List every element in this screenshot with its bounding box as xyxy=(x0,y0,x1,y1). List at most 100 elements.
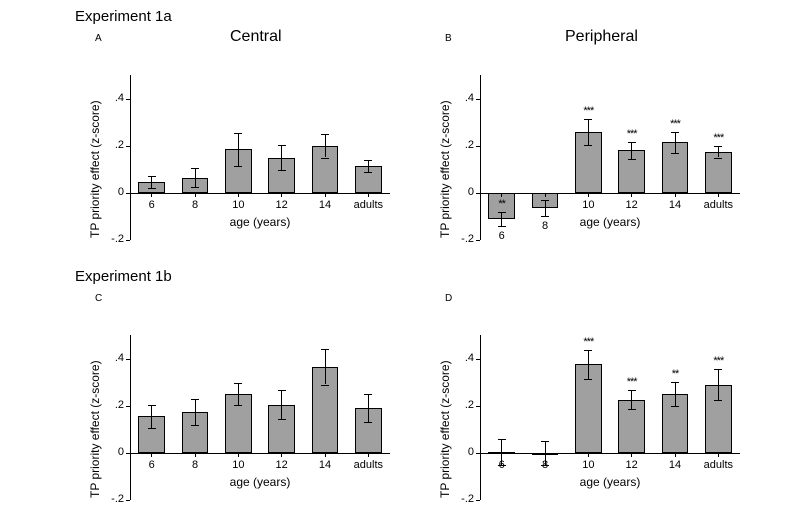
xtick-mark xyxy=(281,453,282,457)
panel-b: -.20.2.4TP priority effect (z-score)6**8… xyxy=(480,75,740,240)
x-axis xyxy=(130,193,390,194)
xtick-label: adults xyxy=(704,199,733,211)
error-cap xyxy=(714,158,722,159)
ytick-mark xyxy=(126,240,130,241)
error-cap xyxy=(714,146,722,147)
error-cap xyxy=(364,422,372,423)
xtick-mark xyxy=(718,453,719,457)
error-cap xyxy=(364,394,372,395)
error-cap xyxy=(671,382,679,383)
xtick-mark xyxy=(588,453,589,457)
error-bar xyxy=(588,350,589,378)
error-cap xyxy=(148,428,156,429)
error-bar xyxy=(675,132,676,153)
xtick-label: 10 xyxy=(582,199,594,211)
xtick-label: adults xyxy=(354,199,383,211)
xtick-mark xyxy=(501,453,502,457)
peripheral-title: Peripheral xyxy=(565,28,638,46)
xtick-label: 6 xyxy=(149,459,155,471)
error-bar xyxy=(545,200,546,217)
ytick-mark xyxy=(126,453,130,454)
experiment-1a-label: Experiment 1a xyxy=(75,8,172,25)
error-bar xyxy=(325,349,326,384)
error-bar xyxy=(718,146,719,158)
ytick-mark xyxy=(476,406,480,407)
significance-marker: ** xyxy=(672,368,679,380)
x-axis-label: age (years) xyxy=(230,215,291,229)
error-bar xyxy=(281,145,282,171)
error-bar xyxy=(195,399,196,425)
xtick-mark xyxy=(545,453,546,457)
error-cap xyxy=(321,385,329,386)
error-bar xyxy=(631,390,632,409)
error-bar xyxy=(195,168,196,187)
xtick-mark xyxy=(325,193,326,197)
error-bar xyxy=(631,142,632,159)
error-cap xyxy=(584,119,592,120)
ytick-mark xyxy=(126,193,130,194)
xtick-mark xyxy=(545,193,546,197)
xtick-mark xyxy=(281,193,282,197)
xtick-mark xyxy=(151,453,152,457)
error-cap xyxy=(584,145,592,146)
error-cap xyxy=(671,132,679,133)
y-axis xyxy=(480,75,481,240)
error-cap xyxy=(278,390,286,391)
error-cap xyxy=(278,419,286,420)
x-axis xyxy=(480,453,740,454)
xtick-mark xyxy=(631,453,632,457)
error-bar xyxy=(238,133,239,166)
significance-marker: *** xyxy=(627,128,637,140)
error-cap xyxy=(584,350,592,351)
error-cap xyxy=(714,400,722,401)
panel-d: -.20.2.4TP priority effect (z-score)6810… xyxy=(480,335,740,500)
xtick-label: 6 xyxy=(499,230,505,242)
x-axis-label: age (years) xyxy=(580,215,641,229)
xtick-label: 14 xyxy=(669,459,681,471)
significance-marker: ** xyxy=(498,198,505,210)
error-cap xyxy=(321,349,329,350)
y-axis-label: TP priority effect (z-score) xyxy=(438,100,452,238)
significance-marker: *** xyxy=(713,132,723,144)
error-cap xyxy=(541,441,549,442)
significance-marker: *** xyxy=(583,105,593,117)
error-bar xyxy=(368,394,369,422)
error-cap xyxy=(234,383,242,384)
xtick-label: 6 xyxy=(149,199,155,211)
xtick-label: 12 xyxy=(626,459,638,471)
xtick-mark xyxy=(675,453,676,457)
xtick-mark xyxy=(501,193,502,197)
xtick-label: 14 xyxy=(319,459,331,471)
error-cap xyxy=(498,212,506,213)
xtick-label: 8 xyxy=(542,459,548,471)
xtick-label: adults xyxy=(354,459,383,471)
x-axis xyxy=(130,453,390,454)
xtick-label: 10 xyxy=(232,459,244,471)
panel-c: -.20.2.4TP priority effect (z-score)6810… xyxy=(130,335,390,500)
xtick-mark xyxy=(151,193,152,197)
significance-marker: *** xyxy=(670,118,680,130)
ytick-mark xyxy=(476,193,480,194)
xtick-label: 8 xyxy=(542,220,548,232)
xtick-label: 12 xyxy=(276,199,288,211)
x-axis-label: age (years) xyxy=(230,475,291,489)
error-cap xyxy=(671,406,679,407)
error-cap xyxy=(148,176,156,177)
error-cap xyxy=(321,158,329,159)
error-bar xyxy=(588,119,589,145)
error-cap xyxy=(628,159,636,160)
error-cap xyxy=(714,369,722,370)
error-cap xyxy=(191,168,199,169)
error-bar xyxy=(281,390,282,418)
significance-marker: *** xyxy=(713,355,723,367)
error-bar xyxy=(151,405,152,429)
xtick-mark xyxy=(195,193,196,197)
error-cap xyxy=(628,142,636,143)
ytick-mark xyxy=(126,99,130,100)
panel-letter-a: A xyxy=(95,33,102,44)
error-cap xyxy=(364,160,372,161)
error-cap xyxy=(278,145,286,146)
y-axis xyxy=(130,335,131,500)
error-cap xyxy=(234,166,242,167)
error-cap xyxy=(671,153,679,154)
